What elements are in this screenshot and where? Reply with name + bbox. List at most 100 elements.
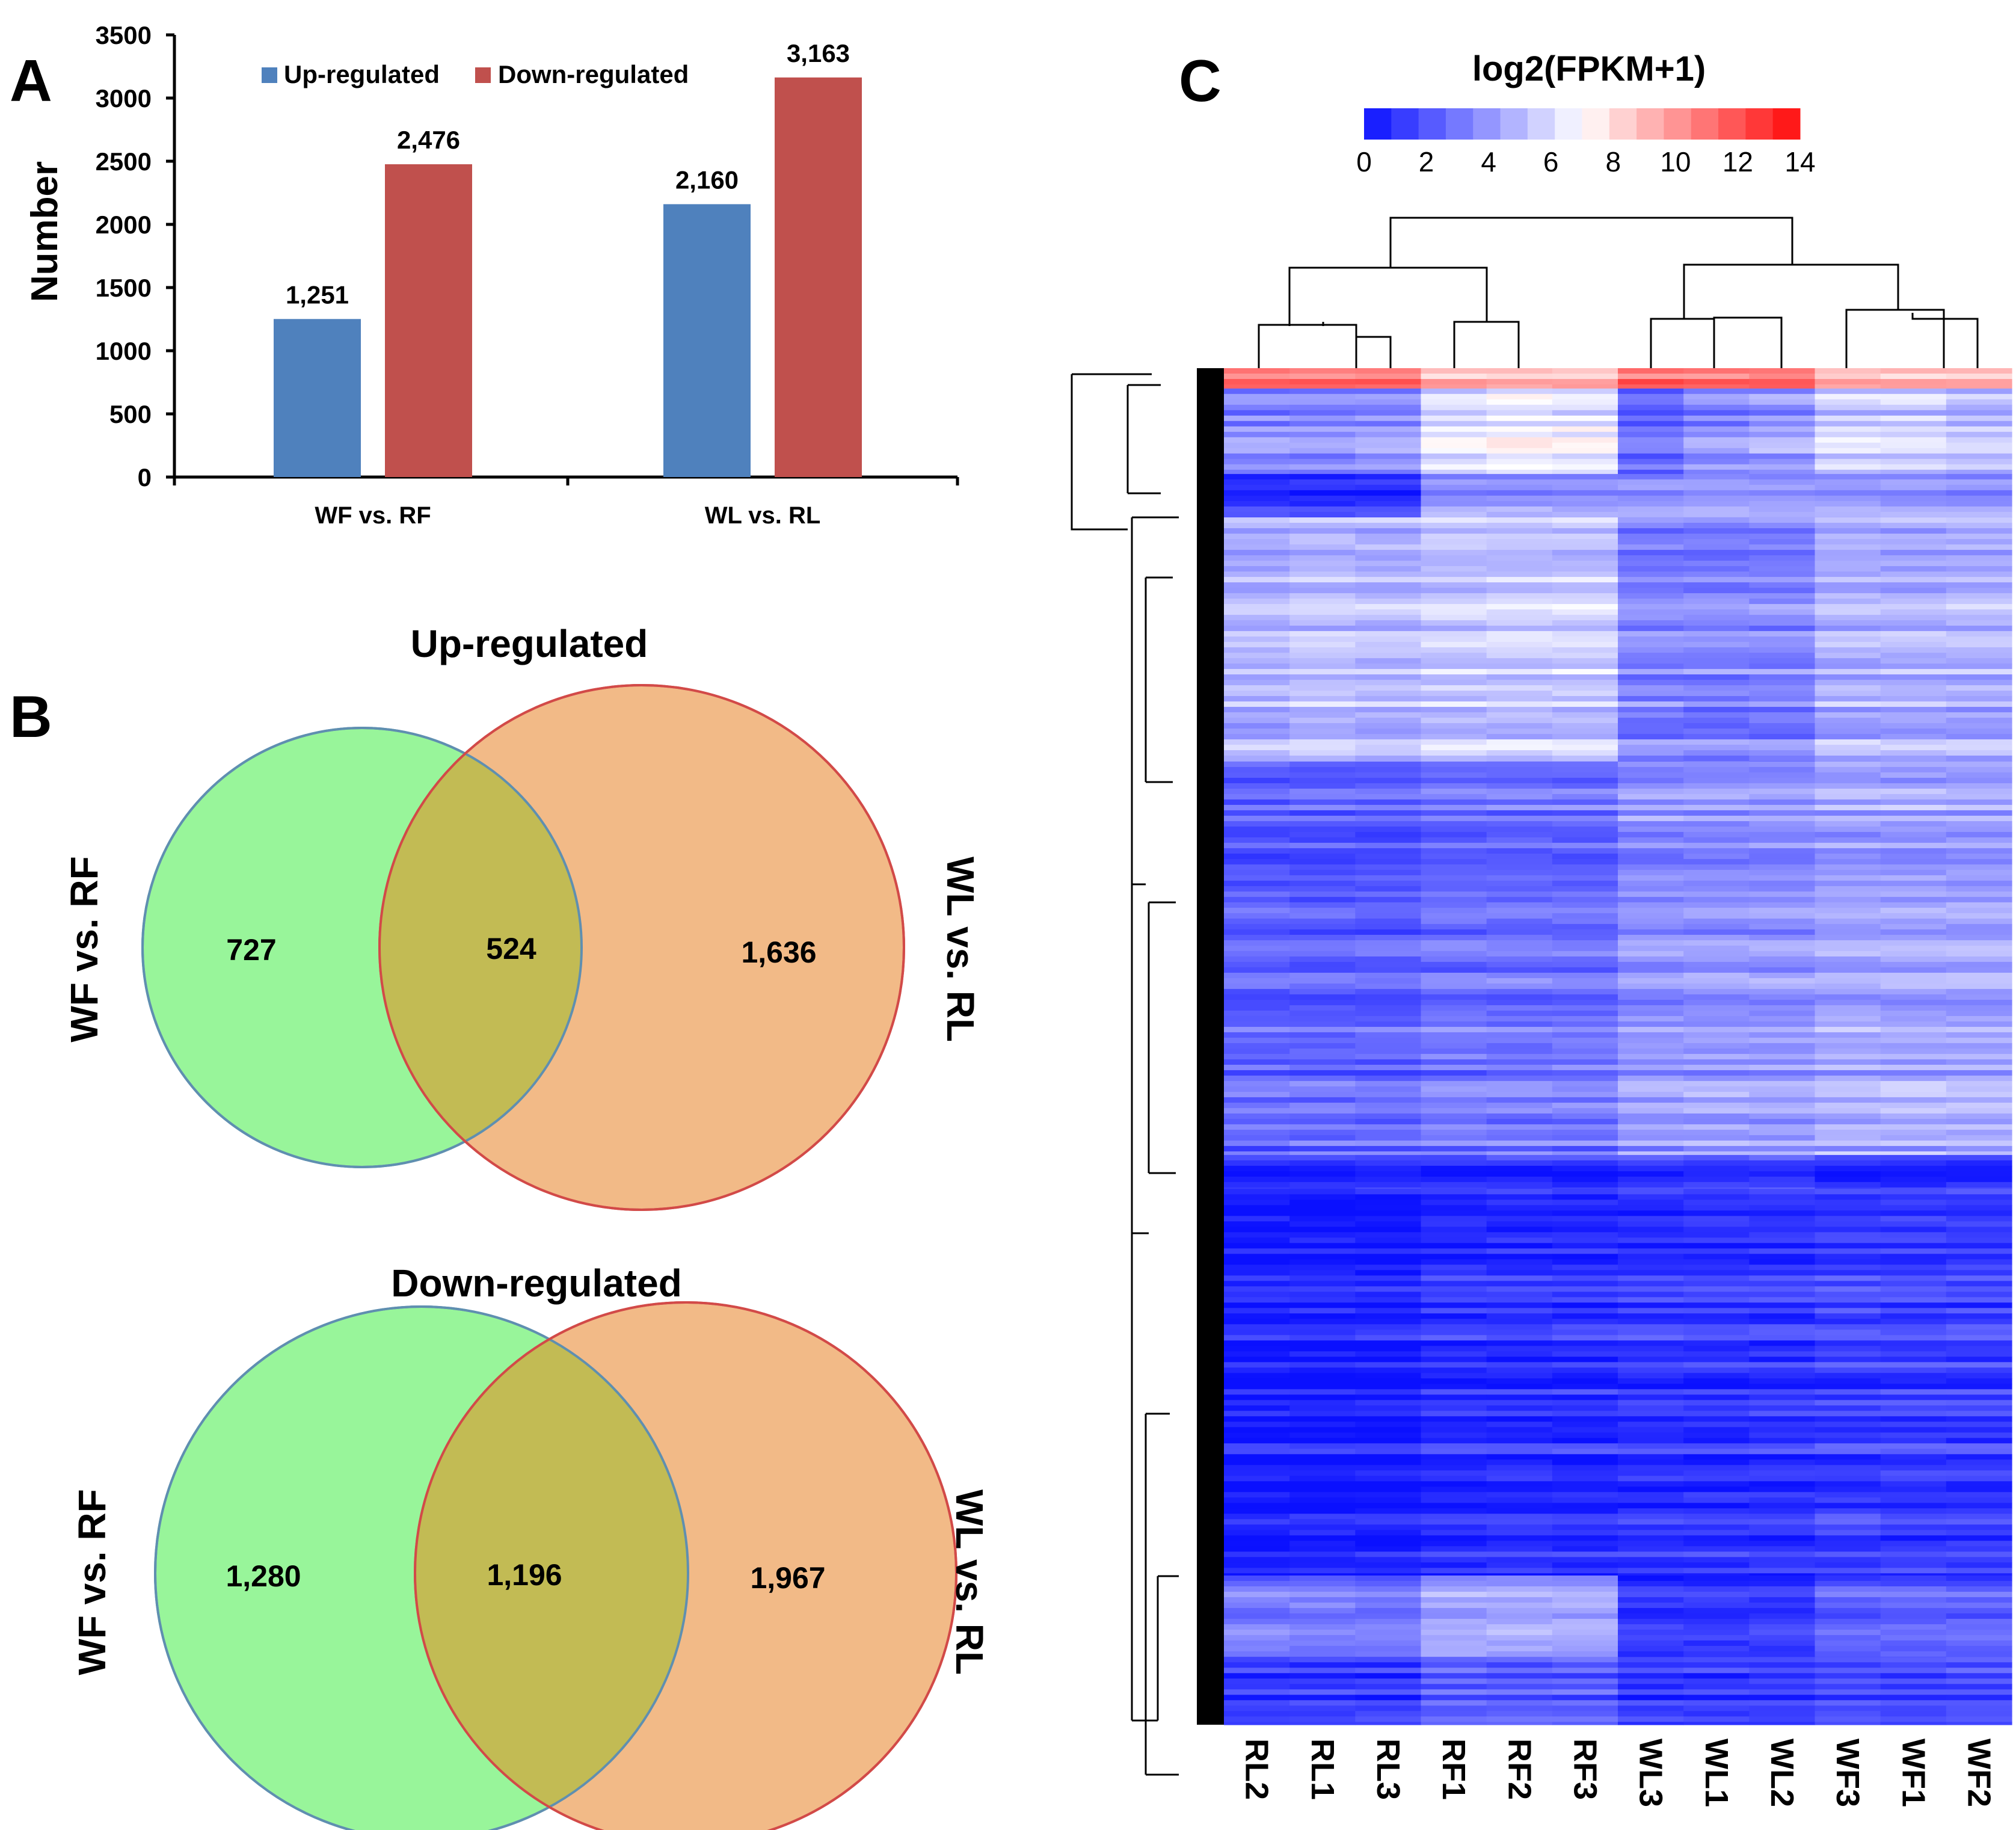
heatmap-cell: [1880, 983, 1947, 990]
heatmap-cell: [1880, 972, 1947, 979]
heatmap-cell: [1749, 1438, 1816, 1444]
heatmap-cell: [1421, 691, 1487, 697]
heatmap-cell: [1683, 756, 1750, 762]
heatmap-cell: [1749, 506, 1816, 513]
heatmap-cell: [1749, 1668, 1816, 1674]
heatmap-cell: [1289, 1673, 1356, 1679]
heatmap-cell: [1618, 907, 1684, 914]
heatmap-cell: [1289, 1102, 1356, 1109]
heatmap-cell: [1421, 1221, 1487, 1227]
heatmap-cell: [1289, 1384, 1356, 1390]
heatmap-cell: [1815, 609, 1881, 615]
heatmap-cell: [1355, 1292, 1422, 1298]
heatmap-cell: [1815, 853, 1881, 860]
heatmap-cell: [1749, 701, 1816, 707]
heatmap-cell: [1683, 1575, 1750, 1582]
heatmap-cell: [1683, 571, 1750, 578]
heatmap-cell: [1552, 1313, 1618, 1319]
heatmap-cell: [1683, 415, 1750, 422]
heatmap-cell: [1486, 473, 1553, 480]
heatmap-cell: [1946, 1384, 2012, 1390]
heatmap-cell: [1552, 1108, 1618, 1114]
heatmap-cell: [1749, 1324, 1816, 1330]
heatmap-cell: [1486, 1357, 1553, 1363]
heatmap-cell: [1289, 1059, 1356, 1065]
heatmap-cell: [1946, 1357, 2012, 1363]
heatmap-cell: [1355, 1187, 1422, 1189]
heatmap-cell: [1815, 658, 1881, 664]
heatmap-cell: [1224, 1351, 1290, 1357]
heatmap-cell: [1486, 788, 1553, 795]
heatmap-cell: [1224, 620, 1290, 626]
heatmap-cell: [1552, 761, 1618, 762]
heatmap-cell: [1355, 593, 1422, 599]
heatmap-cell: [1618, 384, 1684, 389]
heatmap-cell: [1552, 506, 1618, 513]
heatmap-cell: [1355, 1037, 1422, 1044]
heatmap-cell: [1486, 902, 1553, 908]
heatmap-cell: [1486, 1145, 1553, 1152]
heatmap-cell: [1815, 896, 1881, 903]
heatmap-cell: [1815, 978, 1881, 984]
heatmap-cell: [1618, 523, 1684, 529]
heatmap-cell: [1815, 620, 1881, 626]
heatmap-cell: [1749, 1091, 1816, 1098]
heatmap-cell: [1618, 1700, 1684, 1706]
heatmap-cell: [1486, 458, 1553, 465]
heatmap-cell: [1486, 875, 1553, 881]
heatmap-cell: [1224, 539, 1290, 545]
heatmap-cell: [1880, 1113, 1947, 1120]
heatmap-cell: [1289, 571, 1356, 578]
heatmap-cell: [1618, 642, 1684, 648]
heatmap-cell: [1880, 1265, 1947, 1271]
heatmap-cell: [1880, 566, 1947, 572]
heatmap-cell: [1683, 783, 1750, 789]
heatmap-cell: [1880, 1546, 1947, 1552]
heatmap-cell: [1552, 1091, 1618, 1098]
heatmap-cell: [1946, 1673, 2012, 1679]
heatmap-cell: [1946, 1711, 2012, 1717]
heatmap-cell: [1421, 761, 1487, 762]
heatmap-cell: [1552, 415, 1618, 422]
heatmap-cell: [1749, 848, 1816, 854]
heatmap-cell: [1486, 1181, 1553, 1188]
heatmap-cell: [1618, 374, 1684, 380]
heatmap-cell: [1683, 766, 1750, 773]
heatmap-cell: [1946, 664, 2012, 670]
heatmap-cell: [1749, 1575, 1816, 1582]
heatmap-cell: [1289, 599, 1356, 605]
heatmap-cell: [1486, 972, 1553, 979]
heatmap-cell: [1552, 1481, 1618, 1487]
heatmap-cell: [1552, 1281, 1618, 1287]
heatmap-cell: [1552, 1394, 1618, 1400]
heatmap-cell: [1618, 783, 1684, 789]
heatmap-cell: [1289, 534, 1356, 540]
heatmap-cell: [1486, 853, 1553, 860]
column-label: WL1: [1698, 1739, 1735, 1807]
heatmap-cell: [1618, 869, 1684, 876]
heatmap-cell: [1289, 1362, 1356, 1368]
heatmap-cell: [1289, 1613, 1356, 1619]
heatmap-cell: [1289, 1607, 1356, 1614]
heatmap-cell: [1552, 799, 1618, 806]
heatmap-cell: [1486, 517, 1553, 523]
heatmap-cell: [1946, 1597, 2012, 1603]
heatmap-cell: [1749, 940, 1816, 946]
heatmap-cell: [1618, 1438, 1684, 1444]
heatmap-cell: [1486, 1189, 1553, 1195]
heatmap-cell: [1486, 379, 1553, 385]
heatmap-cell: [1683, 1678, 1750, 1684]
heatmap-cell: [1815, 1497, 1881, 1503]
heatmap-cell: [1749, 1384, 1816, 1390]
heatmap-cell: [1486, 1165, 1553, 1172]
heatmap-cell: [1552, 588, 1618, 594]
heatmap-cell: [1946, 815, 2012, 822]
heatmap-cell: [1355, 448, 1422, 454]
heatmap-cell: [1618, 1568, 1684, 1574]
heatmap-cell: [1618, 886, 1684, 892]
heatmap-cell: [1749, 1362, 1816, 1368]
heatmap-cell: [1486, 631, 1553, 637]
heatmap-cell: [1486, 1135, 1553, 1141]
heatmap-cell: [1552, 956, 1618, 963]
heatmap-cell: [1421, 421, 1487, 427]
